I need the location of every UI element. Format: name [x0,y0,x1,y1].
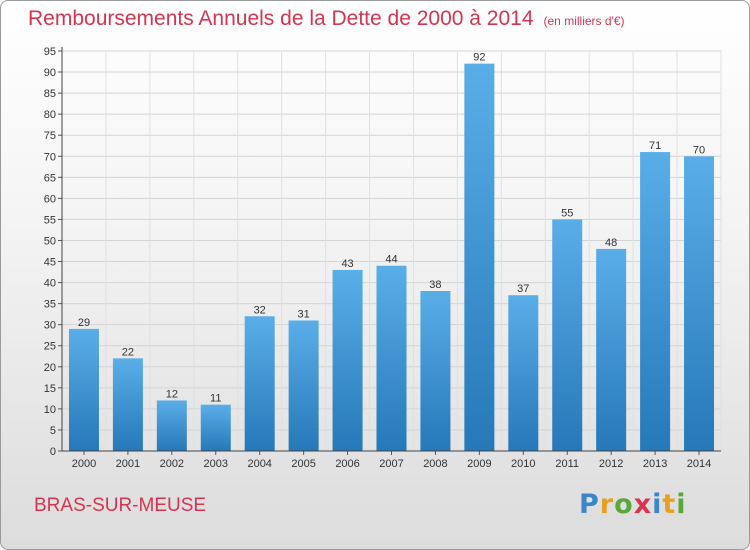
bar-2014 [684,156,715,451]
y-tick-label: 15 [44,383,56,395]
y-tick-label: 80 [44,109,56,121]
bar-2004 [244,316,275,451]
y-tick-label: 0 [50,446,56,458]
bar-2010 [508,295,539,451]
y-tick-label: 60 [44,193,56,205]
bars: 29 22 12 11 32 31 43 44 38 92 37 55 48 71 70 [68,52,715,452]
x-tick-label: 2001 [116,458,140,470]
bar-2008 [420,291,451,451]
bar-value-label: 48 [605,237,617,249]
bar-2003 [200,404,231,451]
y-tick-label: 5 [50,425,56,437]
chart-title: Remboursements Annuels de la Dette de 20… [28,7,625,31]
bar-2013 [640,152,671,452]
x-tick-label: 2009 [467,458,491,470]
x-tick-label: 2012 [599,458,623,470]
x-tick-label: 2013 [643,458,667,470]
x-tick-label: 2008 [423,458,447,470]
bar-2012 [596,248,627,451]
bar-2011 [552,219,583,451]
x-tick-label: 2003 [204,458,228,470]
bar-value-label: 43 [341,258,353,270]
y-tick-label: 70 [44,151,56,163]
x-tick-label: 2000 [72,458,96,470]
y-tick-label: 35 [44,299,56,311]
x-tick-label: 2011 [555,458,579,470]
bar-2000 [68,328,99,451]
axes: 0 5 10 15 20 25 30 35 40 45 50 55 60 65 70 75 80 85 90 95 20… [44,46,721,470]
bar-value-label: 71 [649,140,661,152]
bar-value-label: 31 [298,308,310,320]
bar-value-label: 32 [254,304,266,316]
x-tick-label: 2010 [511,458,535,470]
chart-title-text: Remboursements Annuels de la Dette de 20… [28,7,534,30]
bar-value-label: 37 [517,283,529,295]
y-tick-label: 85 [44,88,56,100]
bar-value-label: 92 [473,52,485,64]
place-name: BRAS-SUR-MEUSE [34,495,207,516]
bar-value-label: 55 [561,207,573,219]
bar-2001 [112,358,143,451]
bar-2002 [156,400,187,451]
y-tick-label: 10 [44,404,56,416]
bar-value-label: 22 [122,346,134,358]
bar-2005 [288,320,319,451]
x-tick-label: 2002 [160,458,184,470]
y-tick-label: 55 [44,214,56,226]
y-tick-label: 75 [44,130,56,142]
chart-subtitle: (en milliers d'€) [543,14,625,28]
y-tick-label: 45 [44,257,56,269]
bar-2006 [332,269,363,451]
x-tick-label: 2004 [247,458,271,470]
y-tick-label: 25 [44,341,56,353]
bar-2009 [464,63,495,451]
bar-value-label: 29 [78,317,90,329]
y-tick-label: 50 [44,235,56,247]
y-tick-label: 20 [44,362,56,374]
bar-2007 [376,265,407,451]
x-tick-label: 2006 [335,458,359,470]
bar-value-label: 12 [166,388,178,400]
bar-value-label: 70 [693,144,705,156]
proxiti-logo[interactable]: Proxiti [579,489,687,520]
bar-value-label: 44 [385,254,397,266]
x-tick-label: 2014 [687,458,711,470]
x-tick-label: 2005 [291,458,315,470]
bar-value-label: 11 [210,393,221,405]
x-tick-label: 2007 [379,458,403,470]
y-tick-label: 30 [44,320,56,332]
y-tick-label: 90 [44,67,56,79]
y-tick-label: 95 [44,46,56,58]
y-tick-label: 65 [44,172,56,184]
bar-value-label: 38 [429,279,441,291]
y-tick-label: 40 [44,278,56,290]
